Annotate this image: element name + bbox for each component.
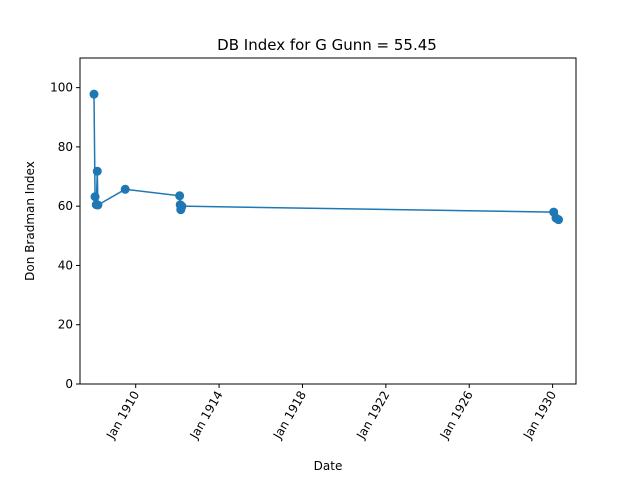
y-tick-label: 80	[58, 140, 73, 154]
y-tick-label: 100	[50, 81, 73, 95]
x-axis-label: Date	[314, 459, 343, 473]
data-point	[177, 201, 187, 211]
plot-frame	[79, 57, 577, 385]
data-point	[92, 166, 102, 176]
y-tick-label: 0	[65, 377, 73, 391]
y-tick-label: 40	[58, 258, 73, 272]
data-point	[93, 200, 103, 210]
y-tick-label: 60	[58, 199, 73, 213]
chart-title: DB Index for G Gunn = 55.45	[217, 36, 437, 54]
data-point	[120, 184, 130, 194]
data-point	[89, 89, 99, 99]
data-point	[554, 215, 564, 225]
data-point	[90, 192, 100, 202]
y-tick-label: 20	[58, 318, 73, 332]
y-axis-label: Don Bradman Index	[23, 161, 37, 281]
plot-area	[89, 89, 564, 225]
data-point	[175, 191, 185, 201]
y-axis: 0 20 40 60 80 100	[50, 81, 80, 391]
